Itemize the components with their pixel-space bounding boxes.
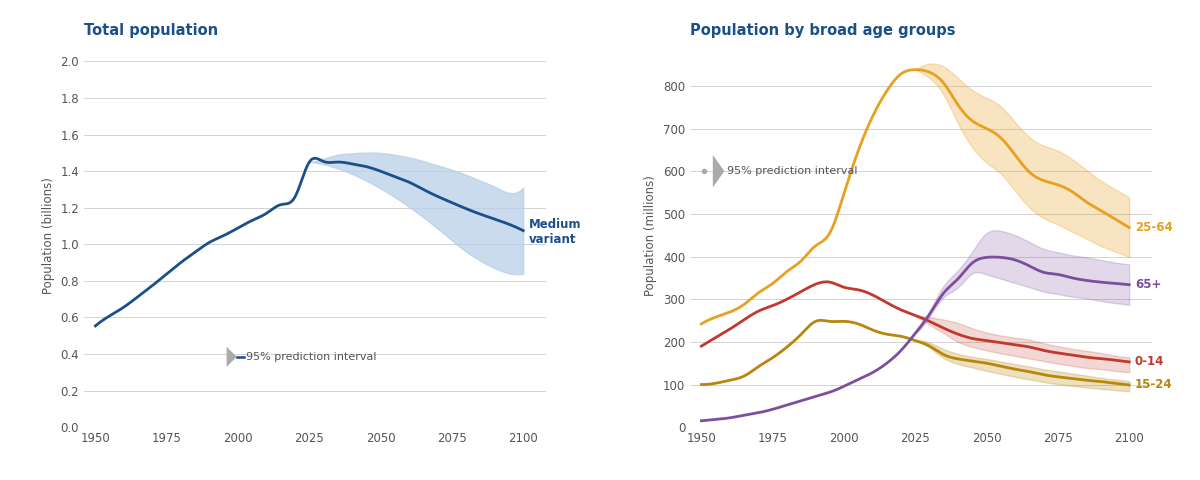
- Text: 0-14: 0-14: [1135, 355, 1164, 369]
- Y-axis label: Population (billions): Population (billions): [42, 177, 55, 294]
- Text: Population by broad age groups: Population by broad age groups: [690, 23, 955, 38]
- Text: Medium
variant: Medium variant: [529, 217, 581, 246]
- Text: 95% prediction interval: 95% prediction interval: [246, 352, 377, 362]
- Y-axis label: Population (millions): Population (millions): [644, 175, 658, 296]
- Polygon shape: [713, 155, 725, 187]
- Text: 15-24: 15-24: [1135, 378, 1172, 392]
- Polygon shape: [227, 347, 236, 367]
- Text: 65+: 65+: [1135, 278, 1162, 291]
- Text: 25-64: 25-64: [1135, 221, 1172, 234]
- Text: 95% prediction interval: 95% prediction interval: [727, 166, 857, 176]
- Text: Total population: Total population: [84, 23, 218, 38]
